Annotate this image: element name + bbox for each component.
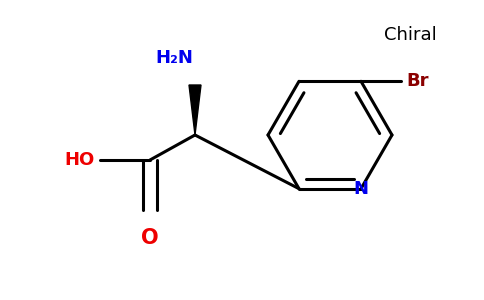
Text: HO: HO — [65, 151, 95, 169]
Text: Chiral: Chiral — [384, 26, 437, 44]
Text: H₂N: H₂N — [155, 49, 193, 67]
Text: Br: Br — [406, 72, 428, 90]
Polygon shape — [189, 85, 201, 135]
Text: O: O — [141, 228, 159, 248]
Text: N: N — [353, 180, 368, 198]
